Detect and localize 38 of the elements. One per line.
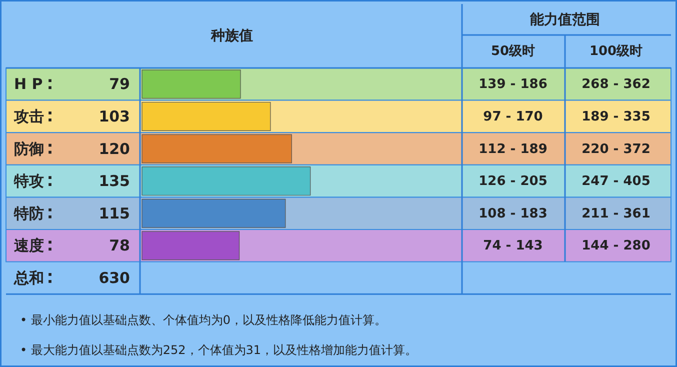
bar <box>142 166 311 196</box>
text: 247 - 405 <box>582 174 650 190</box>
text: 139 - 186 <box>478 77 548 92</box>
text: • 最大能力值以基础点数为252，个体值为31，以及性格增加能力值计算。 <box>20 343 418 357</box>
text: 268 - 362 <box>582 77 650 92</box>
y-tick-label: H P <box>14 75 43 94</box>
chart-title: 种族值 <box>210 28 253 44</box>
text: 189 - 335 <box>582 109 650 124</box>
bar <box>142 134 292 164</box>
text: 144 - 280 <box>582 238 650 254</box>
text: 总和 <box>13 268 44 287</box>
data-label: 115 <box>98 204 130 222</box>
text: 74 - 143 <box>483 238 543 254</box>
data-label: 79 <box>109 75 130 94</box>
data-label: 120 <box>98 140 130 158</box>
text: 126 - 205 <box>478 174 548 190</box>
bar <box>142 198 286 228</box>
text: 100级时 <box>589 44 643 59</box>
text: • 最小能力值以基础点数、个体值均为0，以及性格降低能力值计算。 <box>20 313 387 327</box>
data-label: 135 <box>98 172 130 190</box>
text: 能力值范围 <box>530 12 600 28</box>
bar <box>142 102 271 131</box>
bar <box>142 231 240 260</box>
text: 112 - 189 <box>478 142 548 157</box>
y-tick-label: 速度 <box>14 236 44 255</box>
y-tick-label: 特防 <box>13 204 44 222</box>
data-label: 78 <box>109 236 130 255</box>
text: 630 <box>98 268 130 287</box>
y-tick-label: 特攻 <box>13 172 44 190</box>
y-tick-label: 防御 <box>14 140 44 158</box>
text: 97 - 170 <box>483 109 543 124</box>
data-label: 103 <box>98 107 130 126</box>
bar <box>142 70 241 99</box>
text: 211 - 361 <box>582 206 650 222</box>
text: 108 - 183 <box>478 206 548 222</box>
y-tick-label: 攻击 <box>13 107 44 126</box>
text: 50级时 <box>490 44 536 59</box>
text: 220 - 372 <box>582 142 650 157</box>
